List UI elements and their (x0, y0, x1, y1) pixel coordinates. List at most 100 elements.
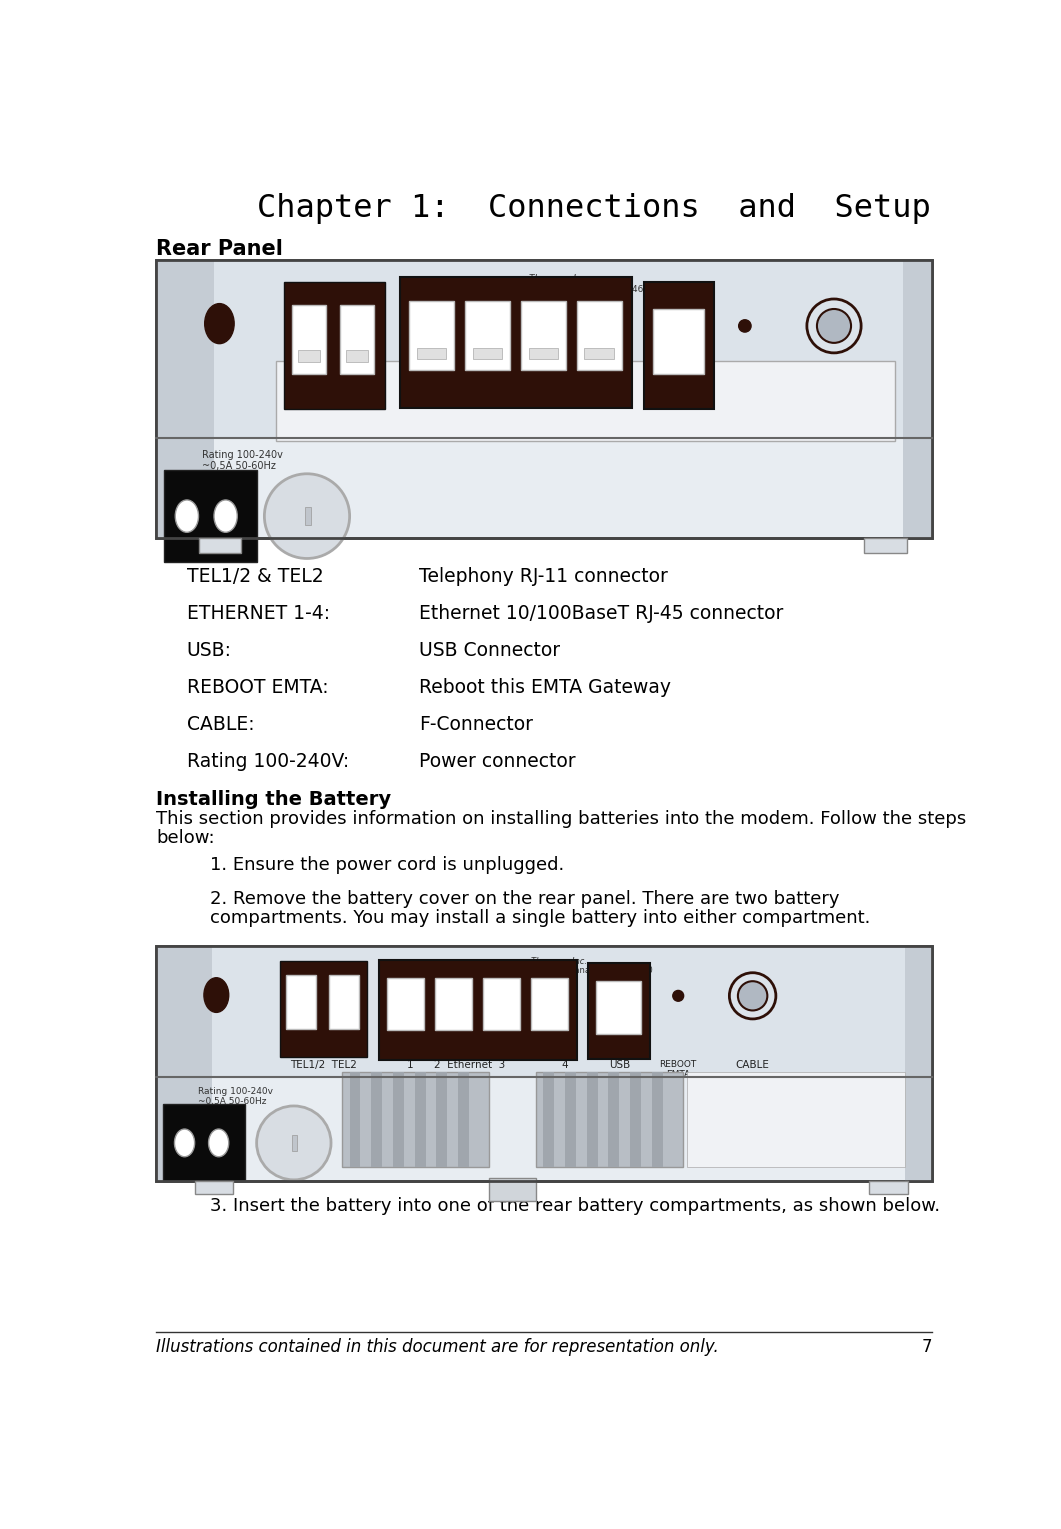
Text: F-Connector: F-Connector (419, 714, 534, 734)
Ellipse shape (175, 500, 198, 532)
Bar (298, 350, 320, 362)
Text: ETHERNET 1-4:: ETHERNET 1-4: (187, 604, 330, 622)
Bar (686, 1072, 905, 1167)
Ellipse shape (209, 1128, 229, 1157)
Text: Rating 100-240v: Rating 100-240v (203, 450, 283, 460)
Bar (608, 1072, 620, 1167)
Text: 4: 4 (561, 1060, 569, 1070)
Bar (162, 1104, 245, 1182)
Bar (458, 1072, 469, 1167)
Circle shape (817, 309, 851, 342)
Bar (350, 1072, 361, 1167)
Text: 2  Ethernet  3: 2 Ethernet 3 (434, 1060, 505, 1070)
Text: 4: 4 (590, 414, 597, 428)
Ellipse shape (174, 1128, 194, 1157)
Text: 10330 N. Meridian St. Indianapolis, IN 46290: 10330 N. Meridian St. Indianapolis, IN 4… (457, 284, 660, 294)
Text: Thomson Inc.: Thomson Inc. (530, 957, 587, 965)
Bar (528, 349, 558, 359)
Bar (465, 301, 510, 370)
Bar (346, 350, 368, 362)
Bar (596, 982, 641, 1034)
Circle shape (264, 474, 350, 558)
Bar (198, 538, 241, 553)
Text: Power connector: Power connector (419, 752, 576, 771)
Bar (286, 976, 315, 1029)
Text: ~0,5A 50-60Hz: ~0,5A 50-60Hz (197, 1098, 266, 1107)
Text: REBOOT
EMTA: REBOOT EMTA (724, 414, 766, 436)
Bar (483, 979, 520, 1031)
Text: Illustrations contained in this document are for representation only.: Illustrations contained in this document… (156, 1338, 718, 1356)
Bar (400, 277, 632, 408)
Bar (283, 281, 384, 410)
Bar (865, 538, 907, 553)
Bar (651, 1072, 663, 1167)
Bar (342, 1072, 489, 1167)
Bar (292, 306, 327, 375)
Bar (156, 260, 214, 538)
Bar (393, 1072, 404, 1167)
Bar (156, 260, 933, 538)
Bar (566, 1072, 576, 1167)
Bar (489, 1179, 536, 1202)
Text: Reboot this EMTA Gateway: Reboot this EMTA Gateway (419, 677, 672, 697)
Text: 2  Ethernet  3: 2 Ethernet 3 (449, 414, 529, 428)
Text: CABLE:: CABLE: (187, 714, 255, 734)
Text: REBOOT
EMTA: REBOOT EMTA (660, 1060, 697, 1079)
Bar (869, 1180, 907, 1194)
Text: Thomson Inc.: Thomson Inc. (528, 274, 589, 283)
Text: 1: 1 (406, 1060, 414, 1070)
Text: 3. Insert the battery into one of the rear battery compartments, as shown below.: 3. Insert the battery into one of the re… (210, 1197, 940, 1216)
Text: 1. Ensure the power cord is unplugged.: 1. Ensure the power cord is unplugged. (210, 856, 564, 875)
Bar (156, 946, 933, 1180)
Text: 2. Remove the battery cover on the rear panel. There are two battery: 2. Remove the battery cover on the rear … (210, 890, 839, 908)
Text: below:: below: (156, 829, 214, 847)
Bar (305, 508, 311, 526)
Circle shape (257, 1105, 331, 1180)
Text: This section provides information on installing batteries into the modem. Follow: This section provides information on ins… (156, 810, 967, 829)
Text: USB: USB (609, 1060, 630, 1070)
Bar (194, 1180, 233, 1194)
Bar (543, 1072, 554, 1167)
Bar (156, 946, 933, 1180)
Bar (577, 301, 622, 370)
Text: Rating 100-240V:: Rating 100-240V: (187, 752, 349, 771)
Bar (379, 960, 577, 1060)
Bar (410, 301, 454, 370)
Bar (905, 946, 933, 1180)
Ellipse shape (204, 977, 229, 1012)
Text: REBOOT EMTA:: REBOOT EMTA: (187, 677, 329, 697)
Bar (156, 946, 212, 1180)
Bar (280, 962, 367, 1058)
Bar (530, 979, 569, 1031)
Circle shape (729, 972, 776, 1018)
Bar (387, 979, 424, 1031)
Text: 10330 N. Meridian St. Indianapolis, IN 46290: 10330 N. Meridian St. Indianapolis, IN 4… (465, 966, 653, 976)
Text: ~0,5A 50-60Hz: ~0,5A 50-60Hz (203, 460, 276, 471)
Text: Rating 100-240v: Rating 100-240v (197, 1087, 273, 1096)
Text: USB Connector: USB Connector (419, 641, 560, 661)
Text: TEL1/2 & TEL2: TEL1/2 & TEL2 (187, 567, 324, 586)
Text: Chapter 1:  Connections  and  Setup: Chapter 1: Connections and Setup (257, 193, 930, 223)
Bar (371, 1072, 382, 1167)
Bar (156, 946, 933, 1076)
Bar (587, 1072, 597, 1167)
Ellipse shape (214, 500, 238, 532)
Ellipse shape (205, 304, 234, 344)
Bar (156, 260, 933, 538)
Bar (585, 349, 614, 359)
Bar (276, 361, 895, 442)
Circle shape (806, 300, 862, 353)
Text: CABLE: CABLE (815, 414, 853, 428)
Text: TEL1/2  TEL2: TEL1/2 TEL2 (296, 414, 372, 428)
Text: USB: USB (667, 414, 691, 428)
Bar (473, 349, 502, 359)
Bar (417, 349, 447, 359)
Text: Ethernet 10/100BaseT RJ-45 connector: Ethernet 10/100BaseT RJ-45 connector (419, 604, 784, 622)
Bar (521, 301, 566, 370)
Bar (340, 306, 375, 375)
Circle shape (738, 320, 751, 332)
Text: TEL1/2  TEL2: TEL1/2 TEL2 (290, 1060, 356, 1070)
Bar (644, 281, 714, 410)
Bar (536, 1072, 683, 1167)
Bar (292, 1135, 297, 1151)
